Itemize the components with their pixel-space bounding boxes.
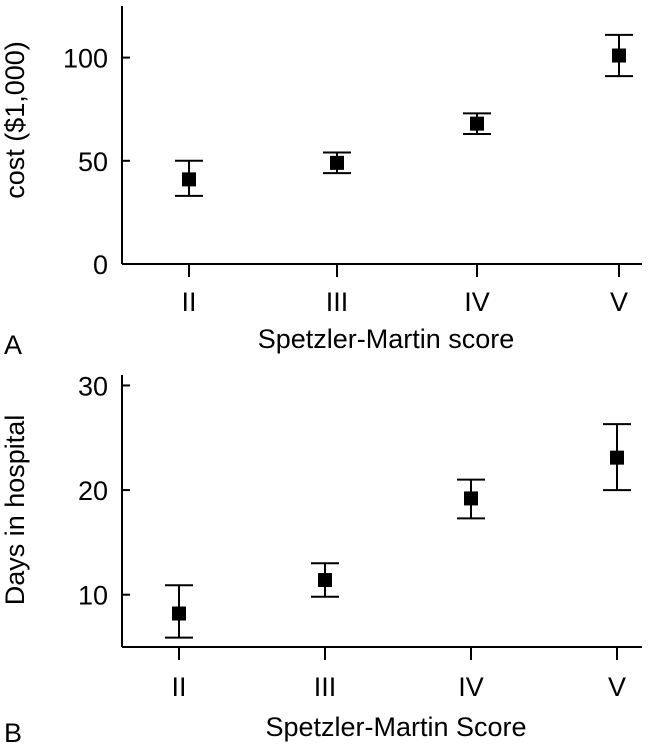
x-tick-label: III	[326, 287, 349, 317]
data-point	[470, 116, 484, 131]
data-marks	[165, 423, 631, 639]
y-tick-label: 0	[93, 250, 108, 280]
data-point	[182, 172, 196, 187]
x-ticks: II III IV V	[171, 647, 626, 702]
data-marks	[175, 33, 633, 197]
data-point	[612, 48, 626, 63]
data-point	[464, 491, 478, 506]
y-tick-label: 100	[63, 44, 108, 74]
data-point	[318, 573, 332, 588]
y-tick-label: 50	[78, 147, 108, 177]
x-tick-label: II	[171, 672, 186, 702]
data-point	[172, 606, 186, 621]
x-tick-label: V	[608, 672, 626, 702]
data-point	[610, 450, 624, 465]
x-axis-title: Spetzler-Martin score	[258, 324, 515, 354]
y-tick-label: 10	[78, 581, 108, 611]
y-axis-title: Days in hospital	[0, 415, 30, 606]
x-tick-label: IV	[464, 287, 490, 317]
y-tick-label: 20	[78, 476, 108, 506]
panel-a: cost ($1,000) Spetzler-Martin score A 0 5…	[0, 6, 642, 360]
x-axis-title: Spetzler-Martin Score	[265, 712, 526, 742]
y-tick-label: 30	[78, 371, 108, 401]
y-ticks: 10 20 30	[78, 371, 130, 611]
y-ticks: 0 50 100	[63, 44, 130, 280]
x-tick-label: III	[314, 672, 337, 702]
x-tick-label: V	[610, 287, 628, 317]
y-axis-title: cost ($1,000)	[0, 41, 30, 199]
panel-letter: A	[4, 330, 22, 360]
panel-letter: B	[4, 718, 22, 748]
x-tick-label: II	[181, 287, 196, 317]
x-tick-label: IV	[458, 672, 484, 702]
x-ticks: II III IV V	[181, 264, 628, 317]
panel-b: Days in hospital Spetzler-Martin Score B…	[0, 371, 642, 748]
data-point	[330, 155, 344, 170]
